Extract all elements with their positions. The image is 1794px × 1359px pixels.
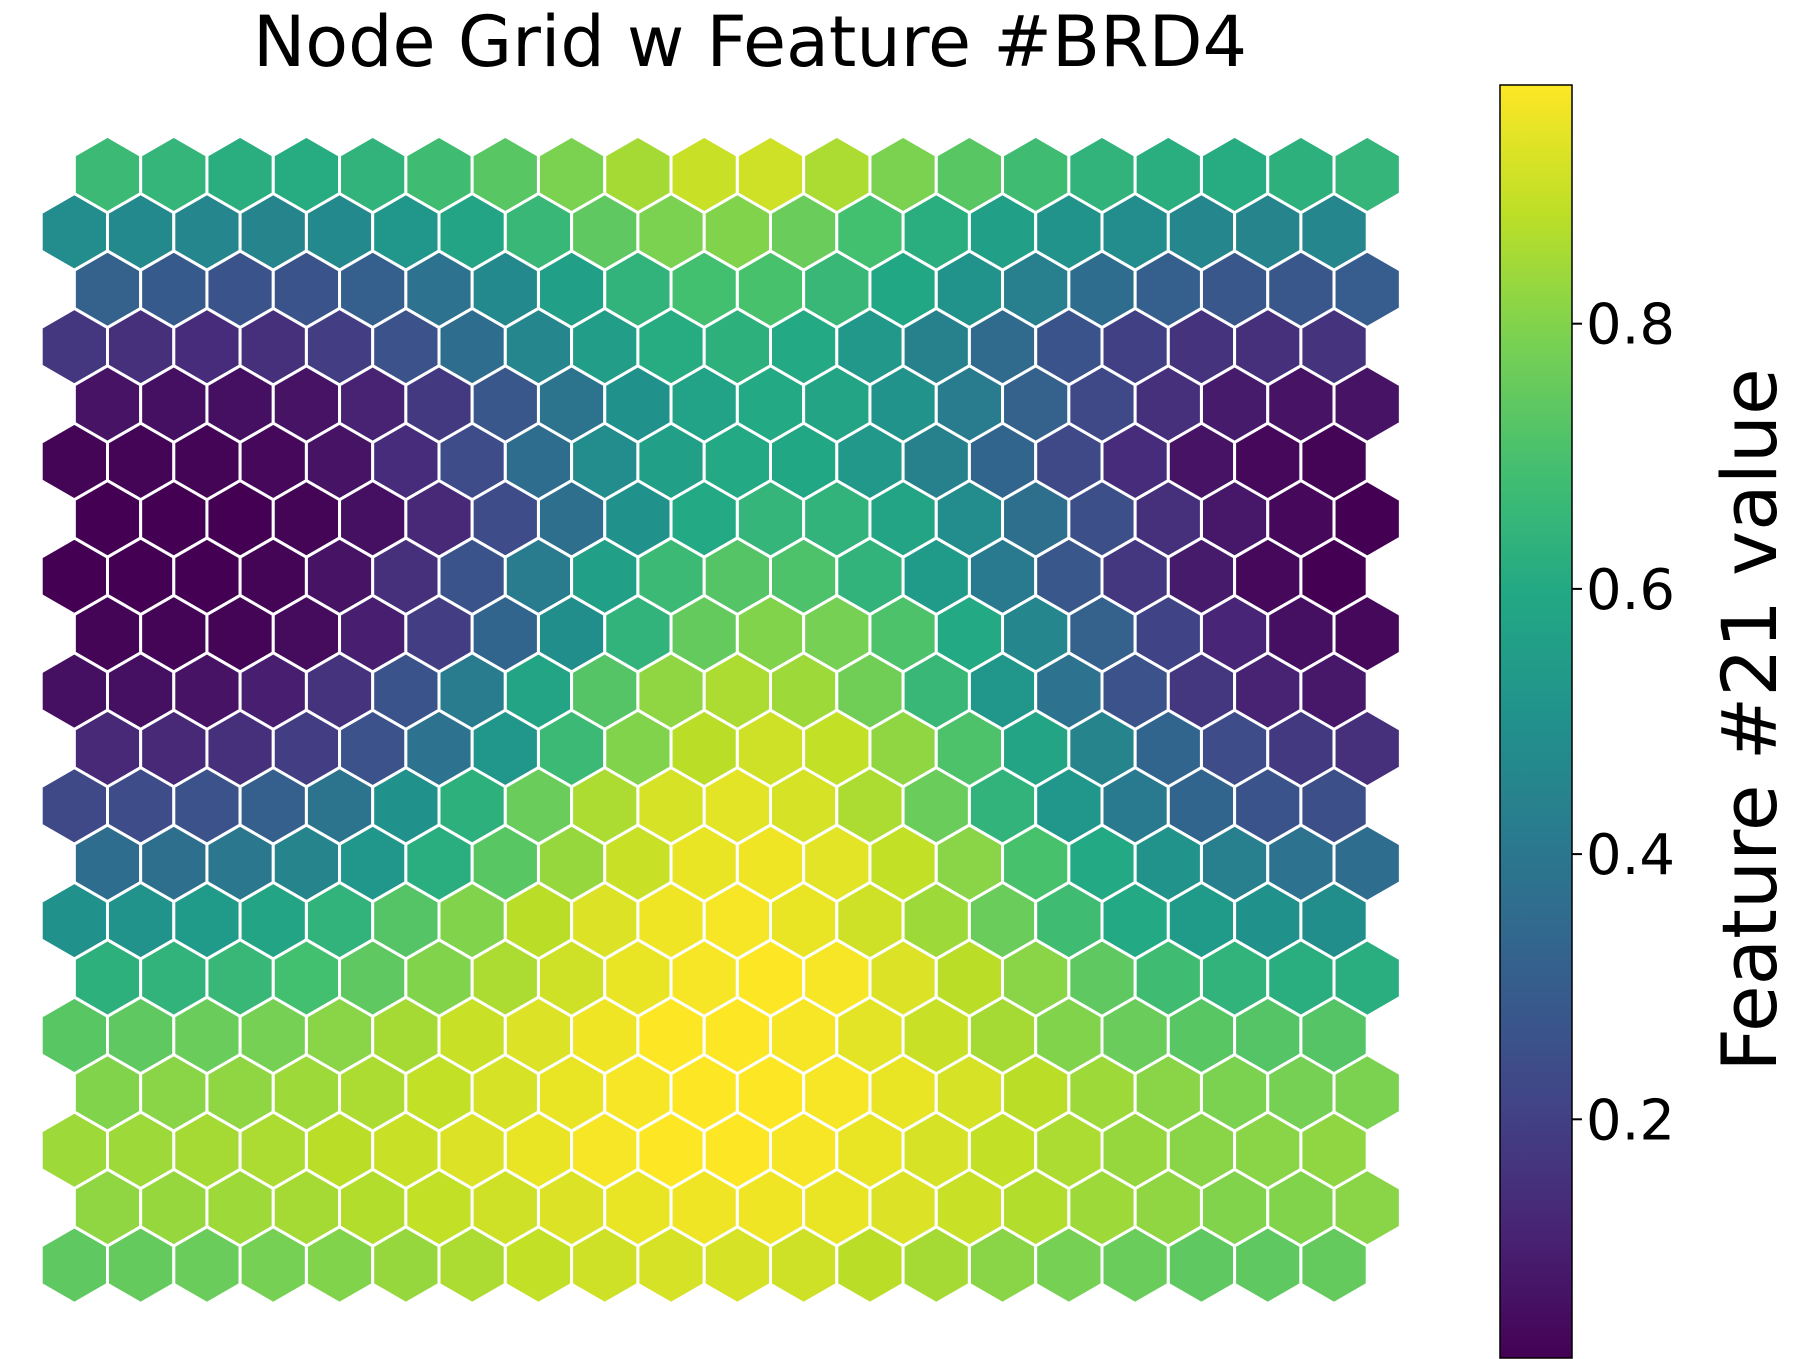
colorbar-label: Feature #21 value (1705, 368, 1794, 1071)
colorbar-gradient (1500, 85, 1572, 1358)
colorbar-tick-label: 0.8 (1586, 293, 1675, 358)
colorbar-tick-label: 0.2 (1586, 1088, 1675, 1153)
colorbar-tick-label: 0.6 (1586, 558, 1675, 623)
colorbar-tick-label: 0.4 (1586, 823, 1675, 888)
colorbar-ticks: 0.2 0.4 0.6 0.8 (1572, 293, 1675, 1154)
